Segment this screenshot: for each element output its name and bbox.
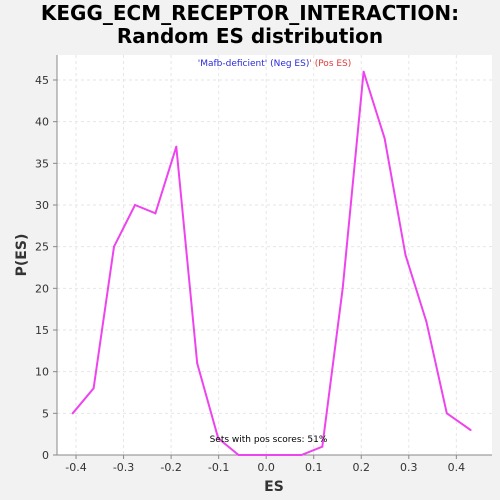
- data-point: [321, 445, 324, 448]
- data-point: [362, 70, 365, 73]
- data-point: [425, 320, 428, 323]
- y-tick-label: 0: [42, 449, 49, 462]
- data-point: [279, 454, 282, 456]
- data-point: [113, 245, 116, 248]
- data-point: [258, 454, 261, 456]
- data-point: [133, 204, 136, 206]
- data-point: [383, 137, 386, 140]
- x-tick-label: 0.3: [400, 461, 418, 474]
- es-distribution-line: [71, 71, 472, 456]
- data-point: [237, 454, 240, 456]
- chart-title-line2: Random ES distribution: [116, 24, 384, 48]
- y-tick-label: 30: [35, 199, 49, 212]
- data-point: [404, 254, 407, 256]
- pos-score-annotation: Sets with pos scores: 51%: [209, 435, 328, 445]
- x-tick-label: -0.2: [160, 461, 181, 474]
- chart-title-line1: KEGG_ECM_RECEPTOR_INTERACTION:: [40, 1, 460, 25]
- data-point: [71, 412, 74, 415]
- x-tick-label: -0.1: [208, 461, 229, 474]
- x-axis-label: ES: [264, 479, 284, 495]
- data-point: [175, 145, 178, 148]
- plot-area: [57, 55, 492, 455]
- x-tick-label: 0.2: [353, 461, 371, 474]
- y-tick-label: 45: [35, 74, 49, 87]
- legend-neg-label: 'Mafb-deficient' (Neg ES): [197, 59, 310, 69]
- y-tick-label: 15: [35, 324, 49, 337]
- data-point: [196, 362, 199, 365]
- data-point: [469, 429, 472, 431]
- y-axis-label: P(ES): [14, 234, 30, 277]
- data-point: [341, 287, 344, 290]
- series-layer: [71, 70, 472, 456]
- chart-title: KEGG_ECM_RECEPTOR_INTERACTION: Random ES…: [0, 2, 500, 48]
- legend: 'Mafb-deficient' (Neg ES)' (Pos ES): [57, 58, 492, 70]
- y-tick-label: 25: [35, 241, 49, 254]
- y-tick-label: 5: [42, 407, 49, 420]
- x-tick-label: -0.4: [65, 461, 86, 474]
- data-point: [217, 437, 220, 440]
- axis-ticks: -0.4 -0.3 -0.2 -0.1 0.0 0.1 0.2 0.3 0.4 0 5 10 15 20 2…: [35, 74, 465, 474]
- y-tick-label: 40: [35, 116, 49, 129]
- x-tick-label: 0.0: [257, 461, 275, 474]
- data-point: [154, 212, 157, 215]
- legend-pos-label: (Pos ES): [311, 59, 352, 69]
- grid-lines: [57, 55, 492, 455]
- data-point: [300, 454, 303, 456]
- data-point: [445, 412, 448, 415]
- x-tick-label: 0.1: [305, 461, 323, 474]
- legend-separator: ': [309, 59, 312, 69]
- x-tick-label: -0.3: [113, 461, 134, 474]
- x-tick-label: 0.4: [448, 461, 466, 474]
- y-tick-label: 20: [35, 282, 49, 295]
- data-point: [92, 387, 95, 390]
- y-tick-label: 10: [35, 366, 49, 379]
- y-tick-label: 35: [35, 157, 49, 170]
